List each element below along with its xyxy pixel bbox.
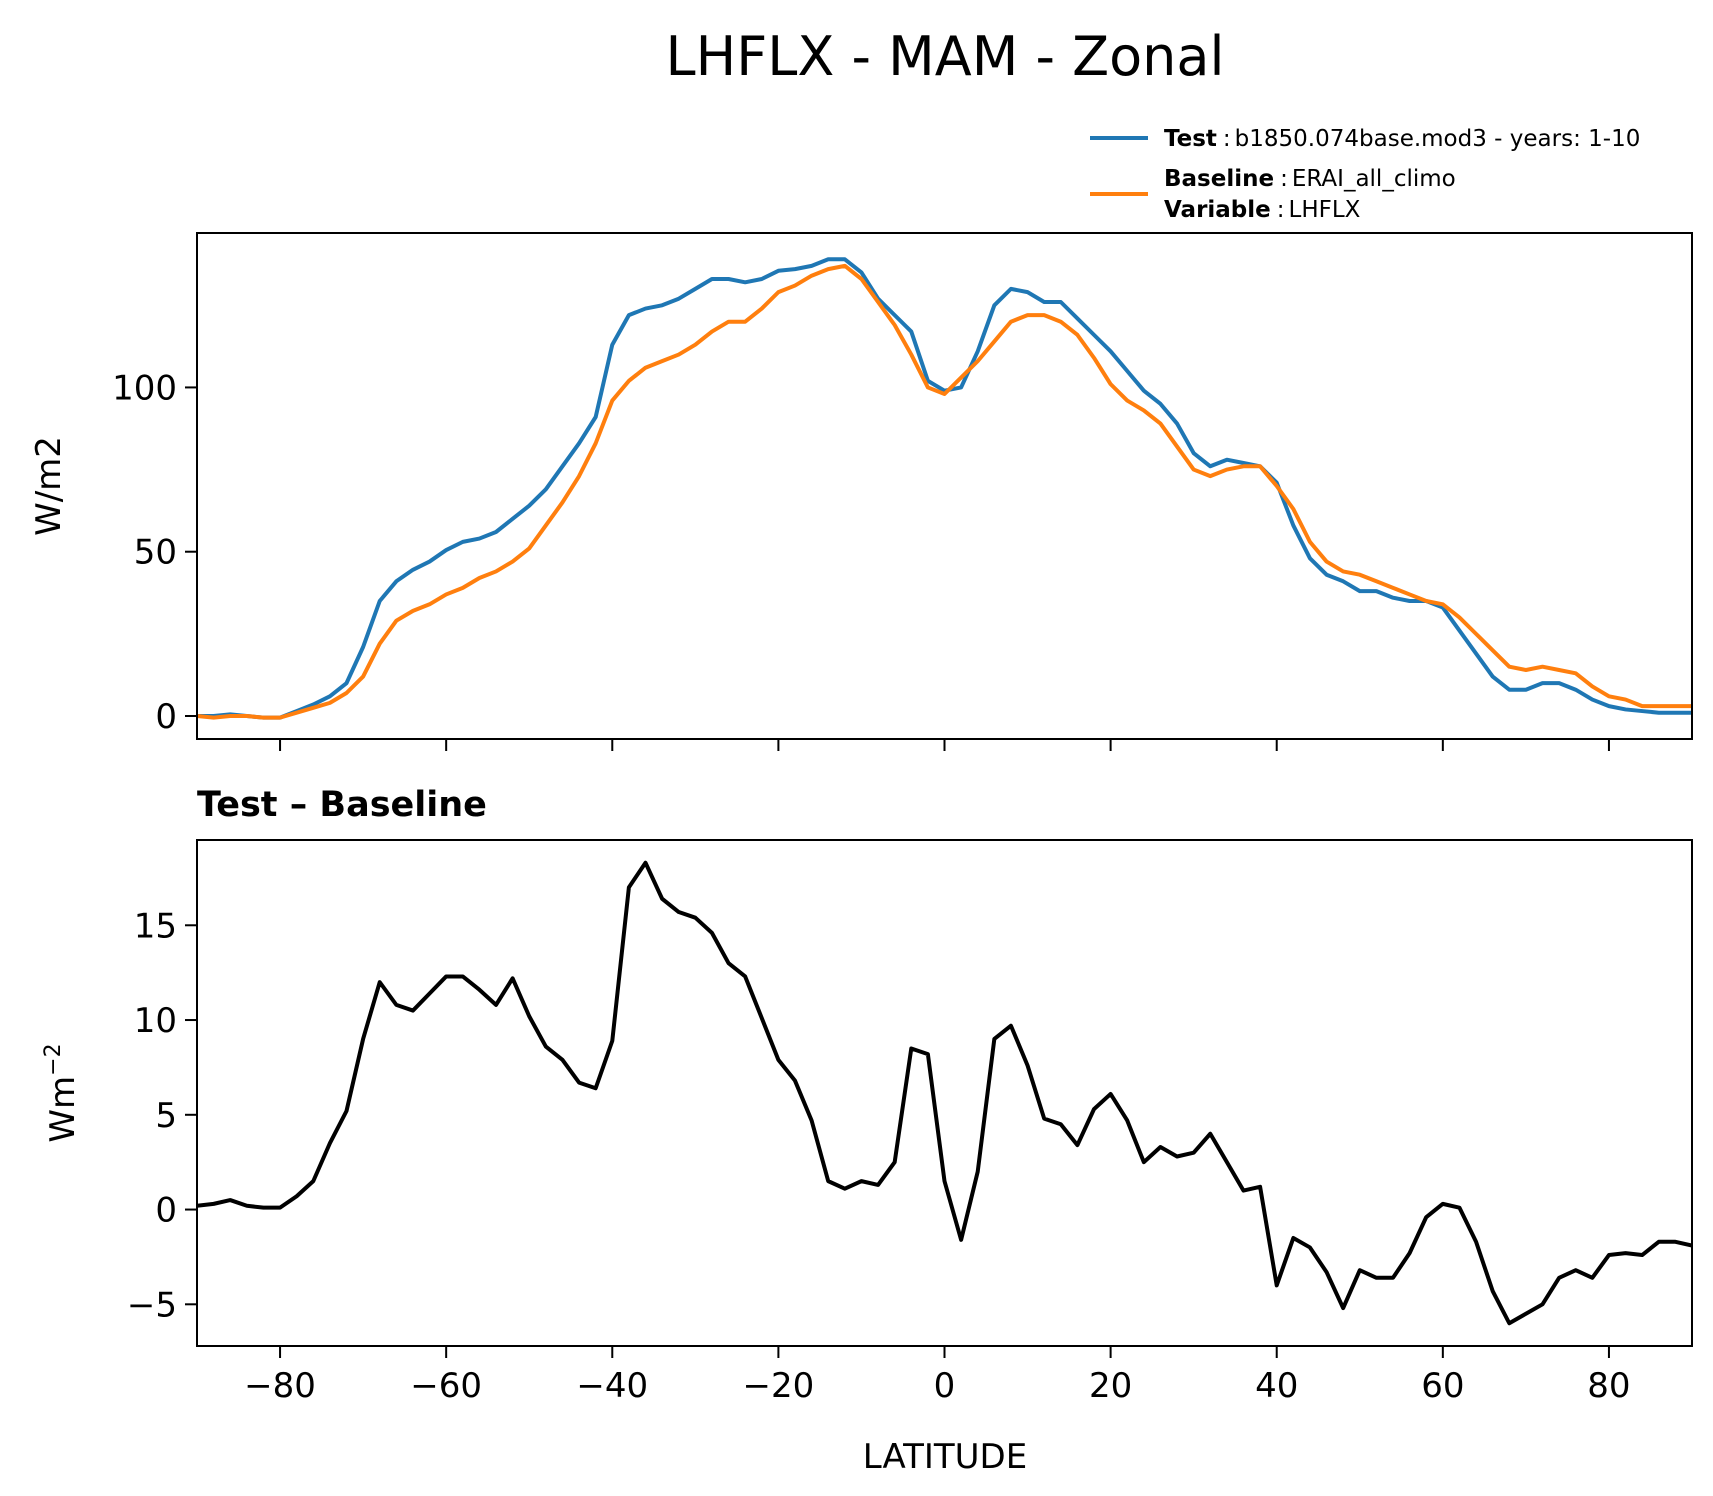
x-tick-label: 80 — [1587, 1366, 1630, 1406]
bottom-y-axis-label-exponent: −2 — [41, 1043, 66, 1075]
top-y-tick-label: 100 — [112, 368, 177, 408]
bottom-y-axis-label-base: Wm — [43, 1076, 83, 1143]
legend-test-sep: : — [1223, 126, 1231, 152]
legend-variable-label: Variable: LHFLX — [1164, 197, 1361, 223]
legend-test-label: Test: b1850.074base.mod3 - years: 1-10 — [1164, 126, 1640, 152]
bottom-y-axis-label: Wm−2 — [41, 1043, 83, 1142]
bottom-panel-title: Test – Baseline — [197, 785, 487, 825]
legend-test-key: Test — [1164, 126, 1217, 152]
top-panel: 0 50 100 W/m2 — [29, 232, 1693, 751]
x-tick-label: 0 — [934, 1366, 956, 1406]
top-axes: 0 50 100 — [112, 368, 1610, 751]
top-series-line-test — [197, 257, 1692, 720]
x-tick-label: 20 — [1089, 1366, 1132, 1406]
bottom-axes: −80 −60 −40 −20 0 20 40 60 80 −5 0 5 10 15 — [127, 906, 1631, 1406]
x-axis-label: LATITUDE — [863, 1437, 1027, 1477]
bottom-panel: Test – Baseline −80 −60 −40 −20 0 20 40 60 80 −5 0… — [41, 785, 1693, 1477]
legend-variable-sep: : — [1277, 197, 1285, 223]
x-tick-label: 60 — [1421, 1366, 1464, 1406]
x-tick-label: 40 — [1255, 1366, 1298, 1406]
bottom-y-tick-label: 5 — [155, 1096, 177, 1136]
bottom-series-line-test-baseline — [197, 860, 1692, 1326]
x-tick-label: −40 — [576, 1366, 648, 1406]
x-tick-label: −20 — [743, 1366, 815, 1406]
top-y-tick-label: 0 — [155, 697, 177, 737]
top-y-axis-label: W/m2 — [29, 436, 69, 536]
legend-variable-key: Variable — [1164, 197, 1271, 223]
bottom-series-group — [197, 860, 1692, 1326]
legend-test-text: b1850.074base.mod3 - years: 1-10 — [1235, 126, 1641, 152]
top-series-group — [197, 257, 1692, 720]
bottom-y-tick-label: −5 — [127, 1285, 177, 1325]
legend-baseline-text: ERAI_all_climo — [1292, 166, 1456, 192]
x-tick-label: −60 — [410, 1366, 482, 1406]
bottom-y-tick-label: 15 — [134, 906, 177, 946]
legend-variable-text: LHFLX — [1289, 197, 1361, 223]
legend-baseline-label: Baseline: ERAI_all_climo — [1164, 166, 1456, 192]
top-y-tick-label: 50 — [134, 533, 177, 573]
legend: Test: b1850.074base.mod3 - years: 1-10 Ba… — [1090, 126, 1640, 223]
legend-baseline-key: Baseline — [1164, 166, 1274, 192]
x-tick-label: −80 — [244, 1366, 316, 1406]
bottom-y-tick-label: 10 — [134, 1001, 177, 1041]
figure-title: LHFLX - MAM - Zonal — [666, 25, 1225, 88]
bottom-y-tick-label: 0 — [155, 1191, 177, 1231]
legend-baseline-sep: : — [1280, 166, 1288, 192]
top-series-line-baseline — [197, 263, 1692, 720]
